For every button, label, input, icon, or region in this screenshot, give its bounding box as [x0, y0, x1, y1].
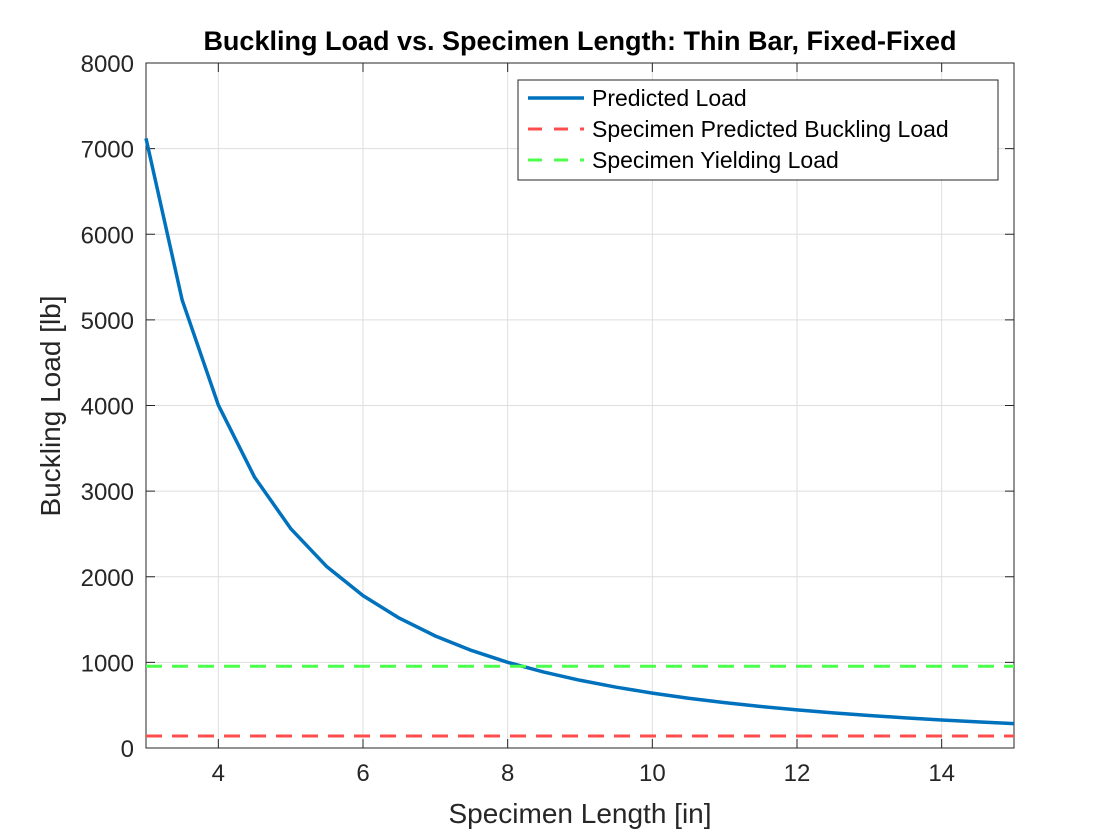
legend-entries: Predicted Load Specimen Predicted Bucklin… — [528, 85, 949, 173]
x-tick-label: 4 — [212, 760, 225, 787]
y-tick-labels: 0 1000 2000 3000 4000 5000 6000 7000 8000 — [81, 51, 134, 763]
y-tick-label: 7000 — [81, 137, 134, 164]
y-tick-label: 4000 — [81, 394, 134, 421]
x-tick-labels: 4 6 8 10 12 14 — [212, 760, 955, 787]
series-line-predicted-load — [144, 137, 1015, 726]
x-tick-label: 14 — [928, 760, 955, 787]
y-tick-label: 8000 — [81, 51, 134, 78]
y-tick-label: 2000 — [81, 565, 134, 592]
x-tick-label: 8 — [501, 760, 514, 787]
legend-label-specimen-predicted-buckling-load: Specimen Predicted Buckling Load — [592, 116, 949, 142]
series-layer — [144, 137, 1015, 738]
y-tick-label: 3000 — [81, 479, 134, 506]
legend-label-specimen-yielding-load: Specimen Yielding Load — [592, 147, 839, 173]
y-axis-label: Buckling Load [lb] — [35, 295, 66, 516]
y-tick-label: 5000 — [81, 308, 134, 335]
x-tick-label: 6 — [356, 760, 369, 787]
x-axis-label: Specimen Length [in] — [448, 798, 711, 829]
chart-title: Buckling Load vs. Specimen Length: Thin … — [203, 26, 956, 56]
legend: Predicted Load Specimen Predicted Bucklin… — [517, 79, 999, 181]
y-tick-label: 0 — [121, 736, 134, 763]
legend-label-predicted-load: Predicted Load — [592, 85, 747, 111]
legend-box — [517, 79, 999, 181]
y-tick-label: 6000 — [81, 222, 134, 249]
y-tick-label: 1000 — [81, 650, 134, 677]
tick-layer — [146, 62, 1014, 749]
x-tick-label: 12 — [784, 760, 811, 787]
x-tick-label: 10 — [639, 760, 666, 787]
